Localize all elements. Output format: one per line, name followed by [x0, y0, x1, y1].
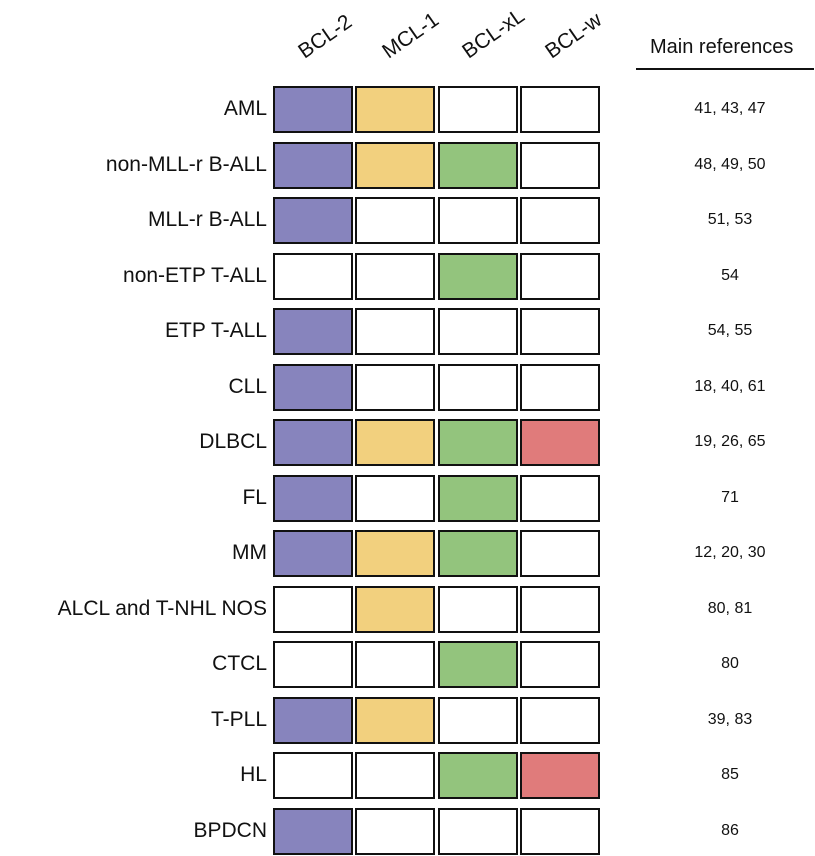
cell-hl-bcl-w: [520, 752, 600, 799]
column-header-mcl-1: MCL-1: [378, 8, 444, 64]
cell-mm-mcl-1: [355, 530, 435, 577]
row-label-etp-t-all: ETP T-ALL: [165, 319, 267, 342]
cell-fl-bcl-w: [520, 474, 600, 522]
references-etp-t-all: 54, 55: [707, 322, 753, 339]
cell-mm-bcl-w: [520, 530, 600, 577]
cell-alcl-and-t-nhl-nos-bcl-w: [520, 585, 600, 633]
cell-cll-bcl-xl: [438, 363, 518, 411]
row-label-bpdcn: BPDCN: [193, 818, 267, 842]
cell-aml-bcl-w: [520, 86, 600, 133]
cell-bpdcn-mcl-1: [355, 807, 435, 855]
column-header-bcl-w: BCL-w: [541, 8, 607, 64]
cell-non-etp-t-all-bcl-w: [520, 252, 600, 300]
cell-non-etp-t-all-mcl-1: [355, 252, 435, 300]
cell-fl-bcl-xl: [438, 474, 518, 522]
cell-hl-bcl-xl: [438, 752, 518, 799]
cell-hl-bcl-2: [273, 752, 353, 799]
row-label-mm: MM: [232, 541, 267, 564]
cell-dlbcl-bcl-xl: [438, 419, 518, 466]
cell-aml-mcl-1: [355, 86, 435, 133]
references-non-mll-r-b-all: 48, 49, 50: [694, 155, 766, 173]
cell-non-etp-t-all-bcl-xl: [438, 252, 518, 300]
row-label-dlbcl: DLBCL: [199, 430, 267, 453]
cell-t-pll-bcl-xl: [438, 696, 518, 744]
cell-non-mll-r-b-all-mcl-1: [355, 141, 435, 189]
references-ctcl: 80: [721, 655, 739, 672]
cell-ctcl-bcl-2: [273, 641, 353, 688]
cell-non-mll-r-b-all-bcl-xl: [438, 141, 518, 189]
cell-mll-r-b-all-bcl-xl: [438, 197, 518, 244]
cell-t-pll-mcl-1: [355, 696, 435, 744]
cell-dlbcl-bcl-w: [520, 419, 600, 466]
cell-etp-t-all-mcl-1: [355, 308, 435, 355]
cell-mll-r-b-all-bcl-2: [273, 197, 353, 244]
cell-non-mll-r-b-all-bcl-w: [520, 141, 600, 189]
references-bpdcn: 86: [721, 821, 739, 839]
cell-etp-t-all-bcl-w: [520, 308, 600, 355]
references-fl: 71: [721, 488, 739, 506]
references-header: Main references: [650, 36, 794, 58]
cell-aml-bcl-xl: [438, 86, 518, 133]
row-label-hl: HL: [240, 763, 267, 786]
row-label-non-mll-r-b-all: non-MLL-r B-ALL: [105, 152, 267, 176]
references-cll: 18, 40, 61: [694, 377, 766, 395]
row-label-fl: FL: [242, 485, 267, 509]
cell-hl-mcl-1: [355, 752, 435, 799]
cell-dlbcl-bcl-2: [273, 419, 353, 466]
references-mm: 12, 20, 30: [694, 544, 766, 561]
cell-mm-bcl-xl: [438, 530, 518, 577]
row-label-alcl-and-t-nhl-nos: ALCL and T-NHL NOS: [57, 596, 267, 620]
cell-mm-bcl-2: [273, 530, 353, 577]
cell-alcl-and-t-nhl-nos-bcl-xl: [438, 585, 518, 633]
cell-ctcl-mcl-1: [355, 641, 435, 688]
cell-non-etp-t-all-bcl-2: [273, 252, 353, 300]
cell-fl-mcl-1: [355, 474, 435, 522]
cell-bpdcn-bcl-w: [520, 807, 600, 855]
cell-cll-mcl-1: [355, 363, 435, 411]
cell-aml-bcl-2: [273, 86, 353, 133]
cell-cll-bcl-2: [273, 363, 353, 411]
cell-alcl-and-t-nhl-nos-bcl-2: [273, 585, 353, 633]
column-header-bcl-2: BCL-2: [294, 10, 357, 64]
references-non-etp-t-all: 54: [721, 266, 739, 284]
references-aml: 41, 43, 47: [694, 100, 766, 117]
row-label-non-etp-t-all: non-ETP T-ALL: [123, 263, 267, 287]
cell-bpdcn-bcl-xl: [438, 807, 518, 855]
cell-dlbcl-mcl-1: [355, 419, 435, 466]
cell-ctcl-bcl-xl: [438, 641, 518, 688]
cell-non-mll-r-b-all-bcl-2: [273, 141, 353, 189]
cell-t-pll-bcl-w: [520, 696, 600, 744]
cell-etp-t-all-bcl-2: [273, 308, 353, 355]
row-label-ctcl: CTCL: [212, 652, 267, 675]
row-label-mll-r-b-all: MLL-r B-ALL: [147, 208, 267, 231]
cell-etp-t-all-bcl-xl: [438, 308, 518, 355]
cell-ctcl-bcl-w: [520, 641, 600, 688]
references-header-underline: [636, 68, 814, 70]
references-alcl-and-t-nhl-nos: 80, 81: [707, 599, 753, 617]
references-mll-r-b-all: 51, 53: [707, 211, 753, 228]
cell-t-pll-bcl-2: [273, 696, 353, 744]
row-label-aml: AML: [223, 97, 267, 120]
cell-mll-r-b-all-bcl-w: [520, 197, 600, 244]
cell-mll-r-b-all-mcl-1: [355, 197, 435, 244]
cell-alcl-and-t-nhl-nos-mcl-1: [355, 585, 435, 633]
column-header-bcl-xl: BCL-xL: [458, 4, 529, 64]
references-hl: 85: [721, 766, 739, 783]
cell-bpdcn-bcl-2: [273, 807, 353, 855]
references-t-pll: 39, 83: [707, 710, 753, 728]
cell-fl-bcl-2: [273, 474, 353, 522]
row-label-t-pll: T-PLL: [210, 707, 267, 731]
row-label-cll: CLL: [228, 374, 267, 398]
references-dlbcl: 19, 26, 65: [694, 433, 766, 450]
cell-cll-bcl-w: [520, 363, 600, 411]
